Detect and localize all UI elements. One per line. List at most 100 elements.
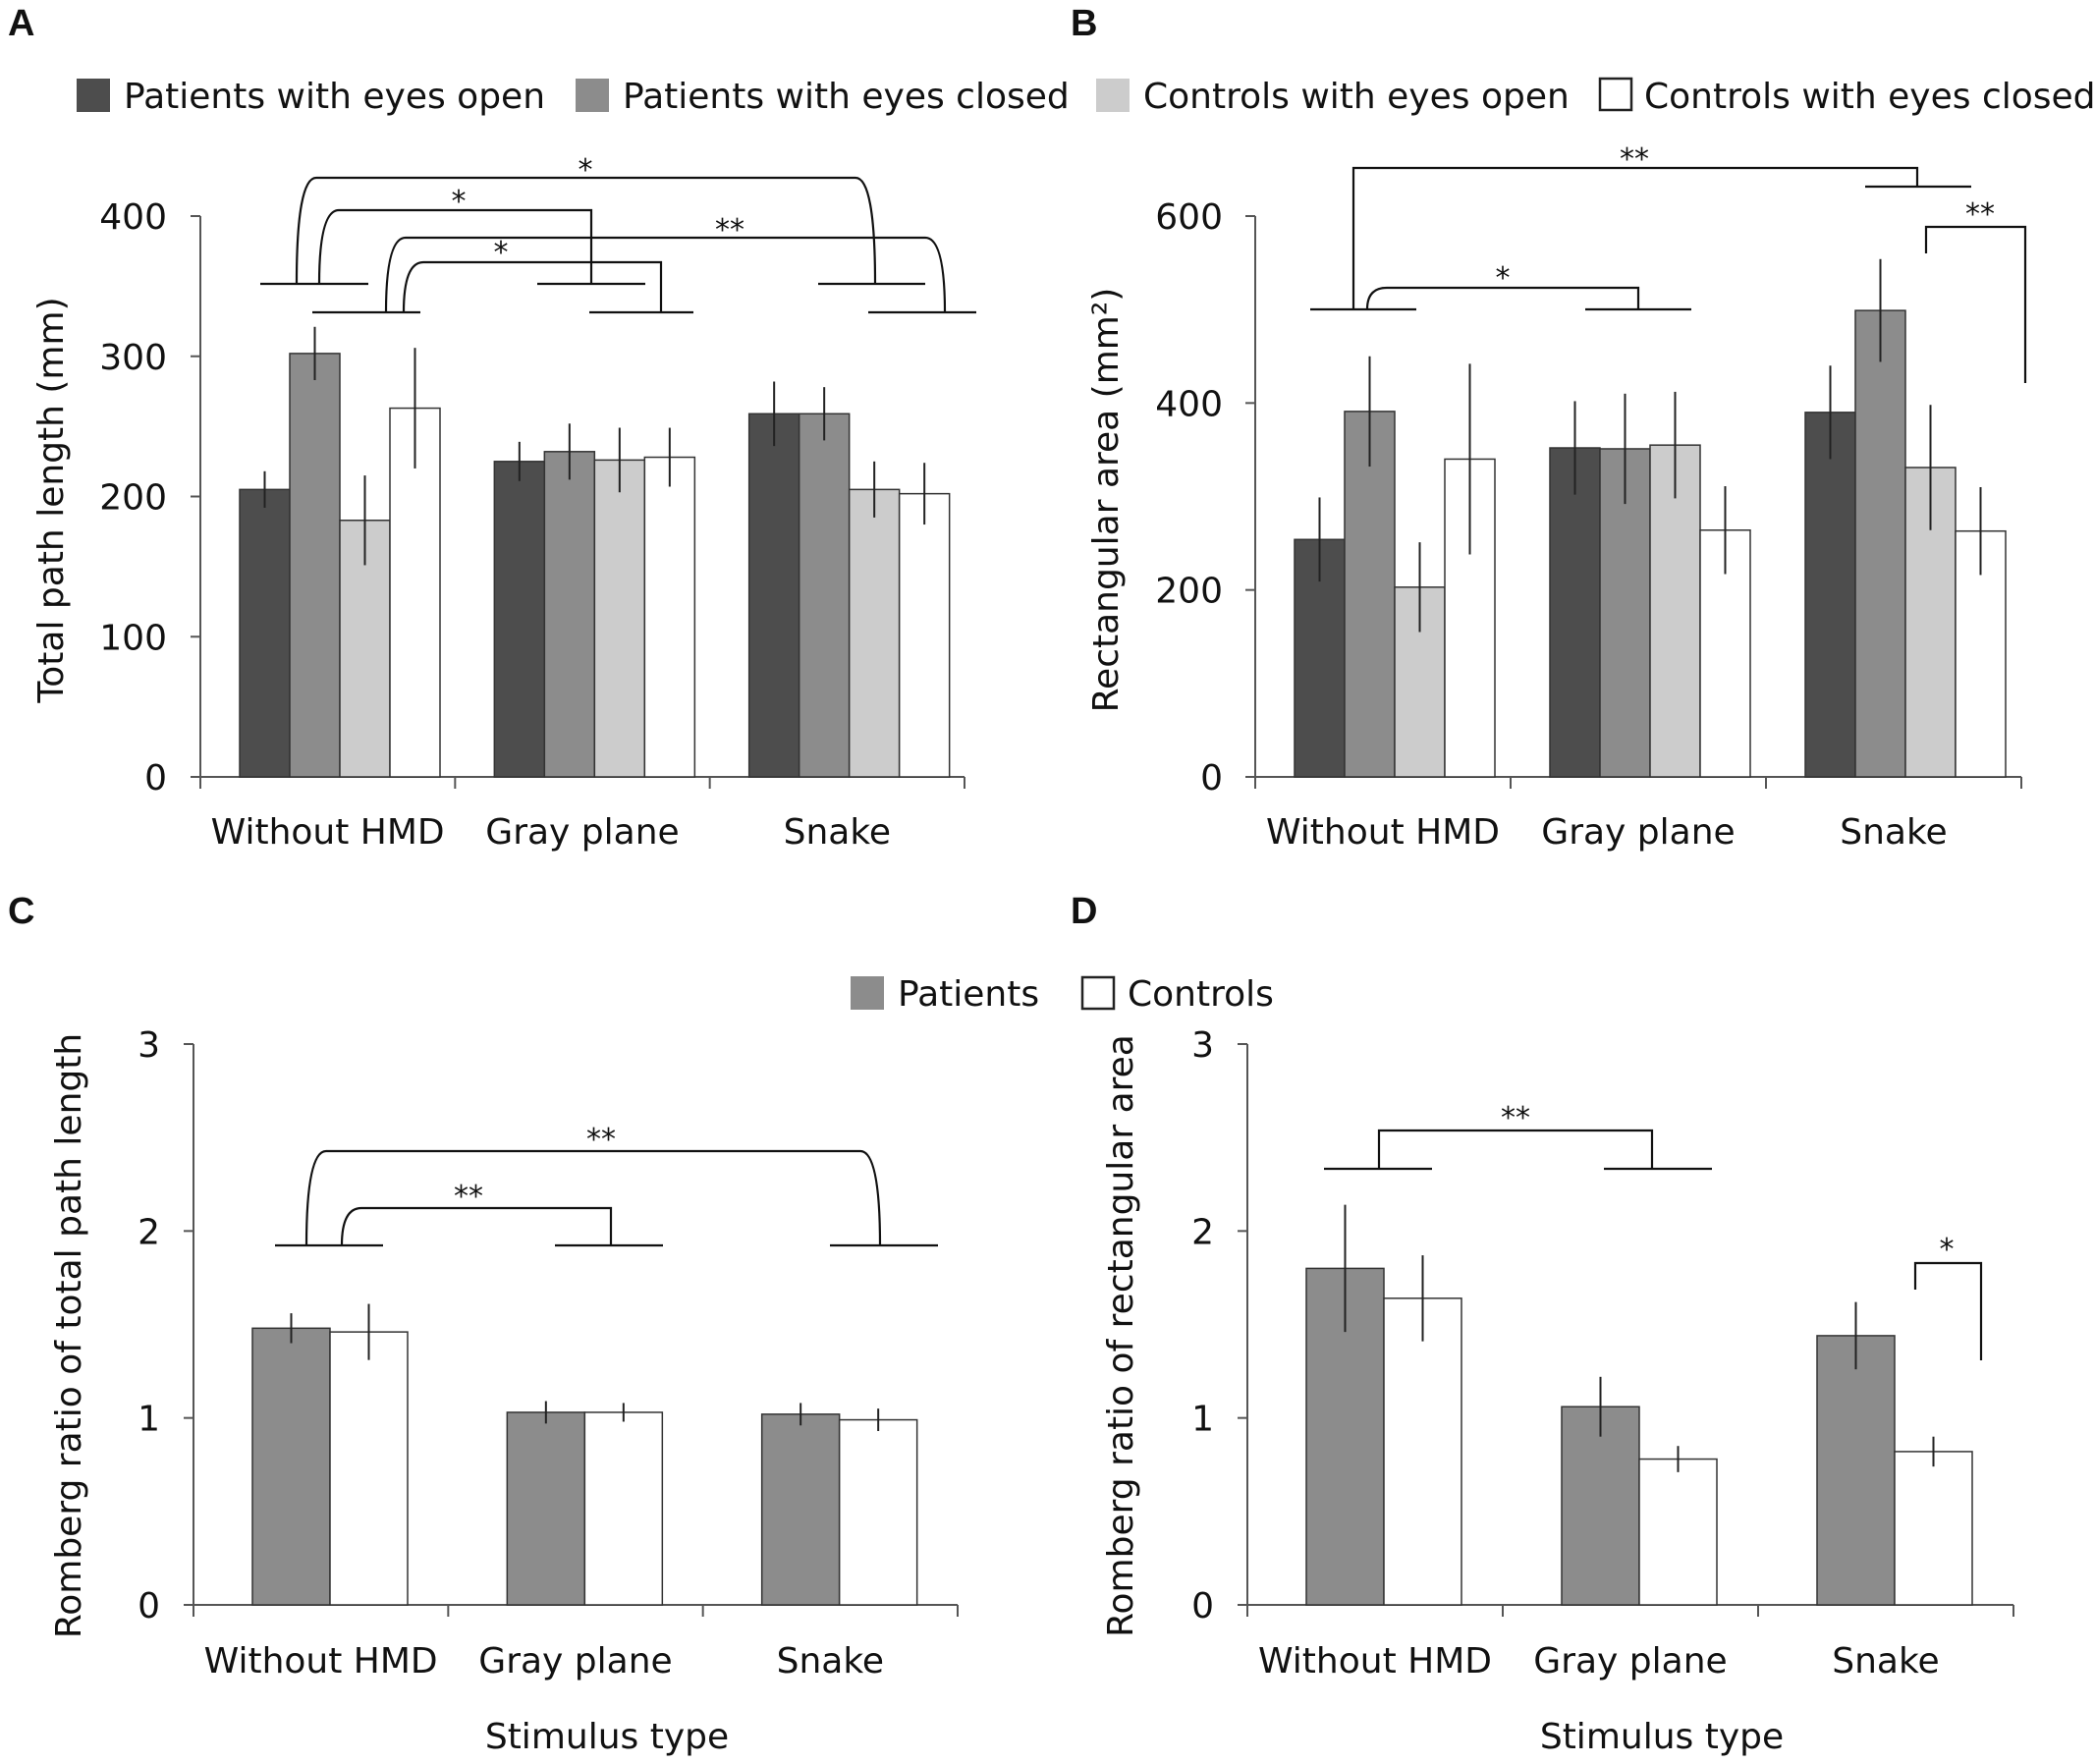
bar-b-patients-with-eyes-open-gray-plane	[1549, 447, 1601, 778]
x-category-label-d-gray-plane: Gray plane	[1533, 1641, 1727, 1681]
bracket-c-double-star	[340, 1206, 613, 1246]
chart-a: 0 100 200 300 400 Without HMD Gray plane Snake	[99, 197, 965, 853]
y-axis-title-b: Rectangular area (mm²)	[1086, 288, 1127, 713]
bar-a-patients-with-eyes-open-without-hmd	[239, 488, 291, 778]
legend-swatch-patients-eyes-closed	[576, 79, 609, 112]
y-axis-title-c: Romberg ratio of total path length	[49, 1033, 89, 1638]
bar-a-patients-with-eyes-closed-without-hmd	[289, 353, 341, 778]
bracket-c-long-double-star	[304, 1149, 882, 1246]
y-tick-label-d-0: 0	[1191, 1586, 1214, 1626]
sig-c-2: **	[454, 1180, 483, 1214]
bar-a-controls-with-eyes-closed-snake	[898, 492, 951, 778]
legend-label-controls: Controls	[1128, 974, 1274, 1015]
y-tick-label-d-1: 1	[1191, 1400, 1214, 1440]
panel-letter-c: C	[8, 891, 34, 932]
y-tick-label-b-400: 400	[1155, 384, 1223, 424]
bar-c-patients-gray-plane	[506, 1411, 586, 1606]
bracket-a-long-star	[295, 176, 877, 285]
bar-a-controls-with-eyes-open-snake	[848, 488, 901, 778]
bar-a-controls-with-eyes-open-gray-plane	[593, 459, 646, 778]
bracket-d-star	[1913, 1261, 1983, 1360]
bar-d-controls-snake	[1894, 1451, 1973, 1606]
chart-b: 0 200 400 600 Without HMD Gray plane Snake	[1155, 197, 2022, 853]
x-category-label-a-gray-plane: Gray plane	[485, 812, 679, 853]
x-category-label-b-snake: Snake	[1840, 812, 1947, 853]
panel-letter-b: B	[1071, 3, 1097, 44]
sig-d-2: *	[1940, 1233, 1955, 1267]
bar-a-controls-with-eyes-closed-without-hmd	[389, 407, 441, 778]
y-tick-label-a-200: 200	[99, 478, 167, 519]
bracket-a-group-line-2	[537, 282, 693, 314]
y-tick-label-d-2: 2	[1191, 1212, 1214, 1252]
bar-d-patients-gray-plane	[1561, 1406, 1640, 1606]
bracket-b-snake-double-star	[1924, 225, 2027, 383]
y-tick-label-d-3: 3	[1191, 1025, 1214, 1066]
bar-c-controls-gray-plane	[583, 1411, 664, 1606]
legend-swatch-controls	[1080, 975, 1116, 1011]
significance-brackets-d	[1324, 1129, 1983, 1360]
chart-d: 0 1 2 3 Without HMD Gray plane Snake	[1191, 1025, 2014, 1681]
bar-c-patients-without-hmd	[251, 1327, 331, 1606]
sig-a-2: *	[452, 185, 467, 219]
bracket-a-star-2	[402, 260, 663, 313]
sig-a-1: *	[579, 153, 593, 188]
bar-d-controls-gray-plane	[1638, 1458, 1718, 1606]
y-tick-label-b-600: 600	[1155, 197, 1223, 238]
x-category-label-d-snake: Snake	[1832, 1641, 1939, 1681]
bar-a-controls-with-eyes-closed-gray-plane	[643, 456, 696, 778]
bar-b-controls-with-eyes-open-gray-plane	[1649, 444, 1701, 778]
legend-bottom: Patients Controls	[851, 974, 1274, 1015]
bar-d-patients-snake	[1816, 1335, 1896, 1606]
sig-d-1: **	[1501, 1101, 1530, 1135]
legend-swatch-patients-eyes-open	[77, 79, 110, 112]
bar-a-patients-with-eyes-closed-gray-plane	[543, 451, 596, 778]
x-category-label-c-gray-plane: Gray plane	[478, 1641, 672, 1681]
x-category-label-c-snake: Snake	[777, 1641, 884, 1681]
bracket-d-double-star	[1377, 1129, 1654, 1169]
x-category-label-b-without-hmd: Without HMD	[1266, 812, 1500, 853]
chart-c: 0 1 2 3 Without HMD Gray plane Snake	[138, 1025, 959, 1681]
y-tick-label-b-0: 0	[1200, 758, 1223, 799]
y-tick-label-a-100: 100	[99, 618, 167, 658]
bar-b-patients-with-eyes-closed-snake	[1854, 309, 1906, 778]
bracket-a-star-1	[317, 208, 593, 285]
x-category-label-a-snake: Snake	[784, 812, 891, 853]
bar-a-patients-with-eyes-closed-snake	[798, 413, 851, 778]
significance-brackets-a	[260, 176, 976, 314]
y-tick-label-c-2: 2	[138, 1212, 160, 1252]
legend-label-controls-eyes-closed: Controls with eyes closed	[1644, 77, 2095, 117]
bracket-a-group-line-1	[260, 282, 420, 314]
sig-a-3: *	[494, 236, 509, 270]
bar-a-patients-with-eyes-open-snake	[747, 413, 800, 778]
sig-b-3: **	[1965, 197, 1995, 232]
bar-b-patients-with-eyes-closed-without-hmd	[1344, 411, 1396, 778]
x-category-label-b-gray-plane: Gray plane	[1541, 812, 1735, 853]
legend-swatch-controls-eyes-open	[1096, 79, 1130, 112]
y-tick-label-c-1: 1	[138, 1400, 160, 1440]
y-axis-title-a: Total path length (mm)	[31, 297, 72, 703]
y-tick-label-a-300: 300	[99, 338, 167, 378]
bar-c-controls-without-hmd	[329, 1331, 409, 1606]
panel-letter-a: A	[8, 3, 34, 44]
y-tick-label-b-200: 200	[1155, 572, 1223, 612]
bar-a-patients-with-eyes-open-gray-plane	[493, 461, 546, 778]
x-axis-title-d: Stimulus type	[1540, 1717, 1784, 1757]
y-tick-label-c-0: 0	[138, 1586, 160, 1626]
bracket-a-double-star	[384, 236, 947, 313]
legend-label-patients-eyes-closed: Patients with eyes closed	[623, 77, 1070, 117]
legend-label-controls-eyes-open: Controls with eyes open	[1143, 77, 1570, 117]
panel-letter-d: D	[1071, 891, 1097, 932]
legend-swatch-controls-eyes-closed	[1598, 77, 1633, 112]
significance-brackets-c	[275, 1149, 938, 1247]
legend-label-patients: Patients	[898, 974, 1039, 1015]
y-tick-label-a-400: 400	[99, 197, 167, 238]
bar-c-controls-snake	[838, 1418, 918, 1606]
x-axis-title-c: Stimulus type	[485, 1717, 729, 1757]
legend-label-patients-eyes-open: Patients with eyes open	[124, 77, 545, 117]
x-category-label-d-without-hmd: Without HMD	[1258, 1641, 1492, 1681]
y-tick-label-c-3: 3	[138, 1025, 160, 1066]
significance-brackets-b	[1310, 166, 2027, 383]
bracket-a-group-line-3	[818, 282, 976, 314]
bracket-b-star	[1365, 286, 1640, 310]
